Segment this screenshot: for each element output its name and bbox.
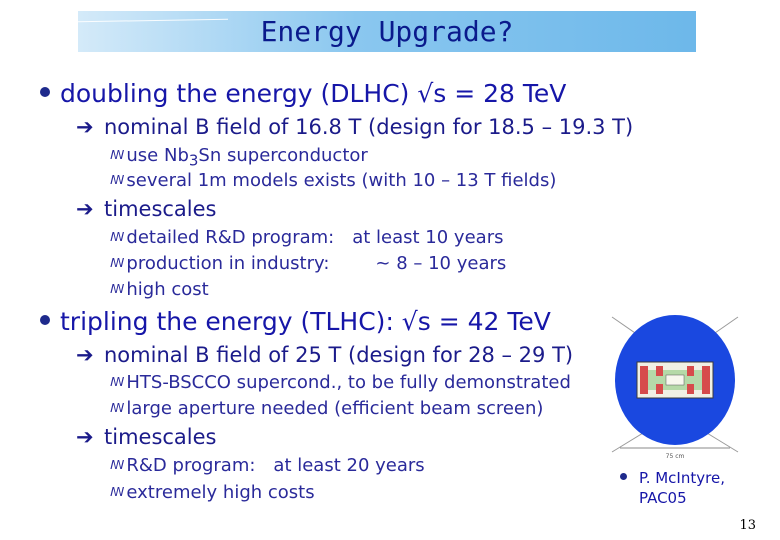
dlhc-ts2-value: ~ 8 – 10 years	[375, 253, 507, 274]
tlhc-sub2: ꟿ large aperture needed (efficient beam s…	[110, 398, 543, 419]
bullet-icon	[620, 473, 627, 480]
sub-bullet-icon: ꟿ	[110, 148, 125, 162]
tlhc-sub2-text: large aperture needed (efficient beam sc…	[126, 398, 544, 419]
arrow-icon: ➔	[76, 197, 94, 221]
reference-line2: PAC05	[639, 489, 687, 507]
bullet-dlhc: doubling the energy (DLHC) √s = 28 TeV	[40, 79, 566, 108]
bullet-icon	[40, 315, 50, 325]
sub-bullet-icon: ꟿ	[110, 401, 125, 415]
slide-title: Energy Upgrade?	[260, 15, 514, 48]
magnet-cross-section-figure: 75 cm	[611, 315, 739, 460]
arrow-icon: ➔	[76, 343, 94, 367]
coil-block	[640, 366, 648, 394]
tlhc-sub1-text: HTS-BSCCO supercond., to be fully demons…	[126, 372, 571, 393]
dlhc-timescales-item: ➔ timescales	[76, 197, 217, 221]
dlhc-sub2: ꟿ several 1m models exists (with 10 – 13 …	[110, 170, 556, 191]
sub-bullet-icon: ꟿ	[110, 173, 125, 187]
tlhc-ts1: ꟿ R&D program: at least 20 years	[110, 455, 425, 476]
dlhc-heading: doubling the energy (DLHC) √s = 28 TeV	[60, 79, 567, 108]
dlhc-sub1-post: Sn superconductor	[198, 145, 368, 166]
tlhc-ts1-label: R&D program:	[126, 455, 256, 476]
tlhc-ts2: ꟿ extremely high costs	[110, 482, 315, 503]
reference-line1: P. McIntyre,	[639, 469, 725, 487]
sub-bullet-icon: ꟿ	[110, 375, 125, 389]
coil-block	[687, 366, 694, 376]
dlhc-timescales: timescales	[104, 197, 217, 221]
dlhc-sub1-pre: use Nb	[126, 145, 189, 166]
tlhc-ts1-value: at least 20 years	[273, 455, 425, 476]
sub-bullet-icon: ꟿ	[110, 256, 125, 270]
tlhc-timescales: timescales	[104, 425, 217, 449]
reference: P. McIntyre, PAC05	[620, 468, 725, 508]
tlhc-field-item: ➔ nominal B field of 25 T (design for 28 …	[76, 343, 573, 367]
reference-line2-row: PAC05	[620, 488, 725, 508]
tlhc-field: nominal B field of 25 T (design for 28 –…	[104, 343, 574, 367]
dlhc-ts3-text: high cost	[126, 279, 209, 300]
coil-block	[702, 366, 710, 394]
tlhc-heading: tripling the energy (TLHC): √s = 42 TeV	[60, 307, 551, 336]
sub-bullet-icon: ꟿ	[110, 230, 125, 244]
tlhc-timescales-item: ➔ timescales	[76, 425, 217, 449]
dlhc-field-item: ➔ nominal B field of 16.8 T (design for 1…	[76, 115, 633, 139]
dlhc-field: nominal B field of 16.8 T (design for 18…	[104, 115, 634, 139]
sub-bullet-icon: ꟿ	[110, 485, 125, 499]
page-number: 13	[739, 518, 756, 533]
arrow-icon: ➔	[76, 425, 94, 449]
dlhc-sub1-sub: 3	[188, 151, 199, 170]
bullet-tlhc: tripling the energy (TLHC): √s = 42 TeV	[40, 307, 551, 336]
dlhc-ts1: ꟿ detailed R&D program: at least 10 years	[110, 227, 503, 248]
bullet-icon	[40, 87, 50, 97]
arrow-icon: ➔	[76, 115, 94, 139]
title-bar: Energy Upgrade?	[78, 11, 696, 52]
scale-label: 75 cm	[666, 453, 685, 460]
dlhc-sub2-text: several 1m models exists (with 10 – 13 T…	[126, 170, 557, 191]
coil-block	[687, 384, 694, 394]
tlhc-ts2-text: extremely high costs	[126, 482, 315, 503]
beam-aperture	[665, 374, 685, 386]
sub-bullet-icon: ꟿ	[110, 458, 125, 472]
coil-block	[656, 366, 663, 376]
sub-bullet-icon: ꟿ	[110, 282, 125, 296]
dlhc-ts1-value: at least 10 years	[352, 227, 504, 248]
dlhc-sub1: ꟿ use Nb3Sn superconductor	[110, 145, 368, 170]
tlhc-sub1: ꟿ HTS-BSCCO supercond., to be fully demon…	[110, 372, 571, 393]
reference-line1-row: P. McIntyre,	[620, 468, 725, 488]
dlhc-ts3: ꟿ high cost	[110, 279, 209, 300]
dlhc-ts1-label: detailed R&D program:	[126, 227, 335, 248]
dlhc-ts2: ꟿ production in industry: ~ 8 – 10 years	[110, 253, 506, 274]
coil-block	[656, 384, 663, 394]
dlhc-ts2-label: production in industry:	[126, 253, 330, 274]
